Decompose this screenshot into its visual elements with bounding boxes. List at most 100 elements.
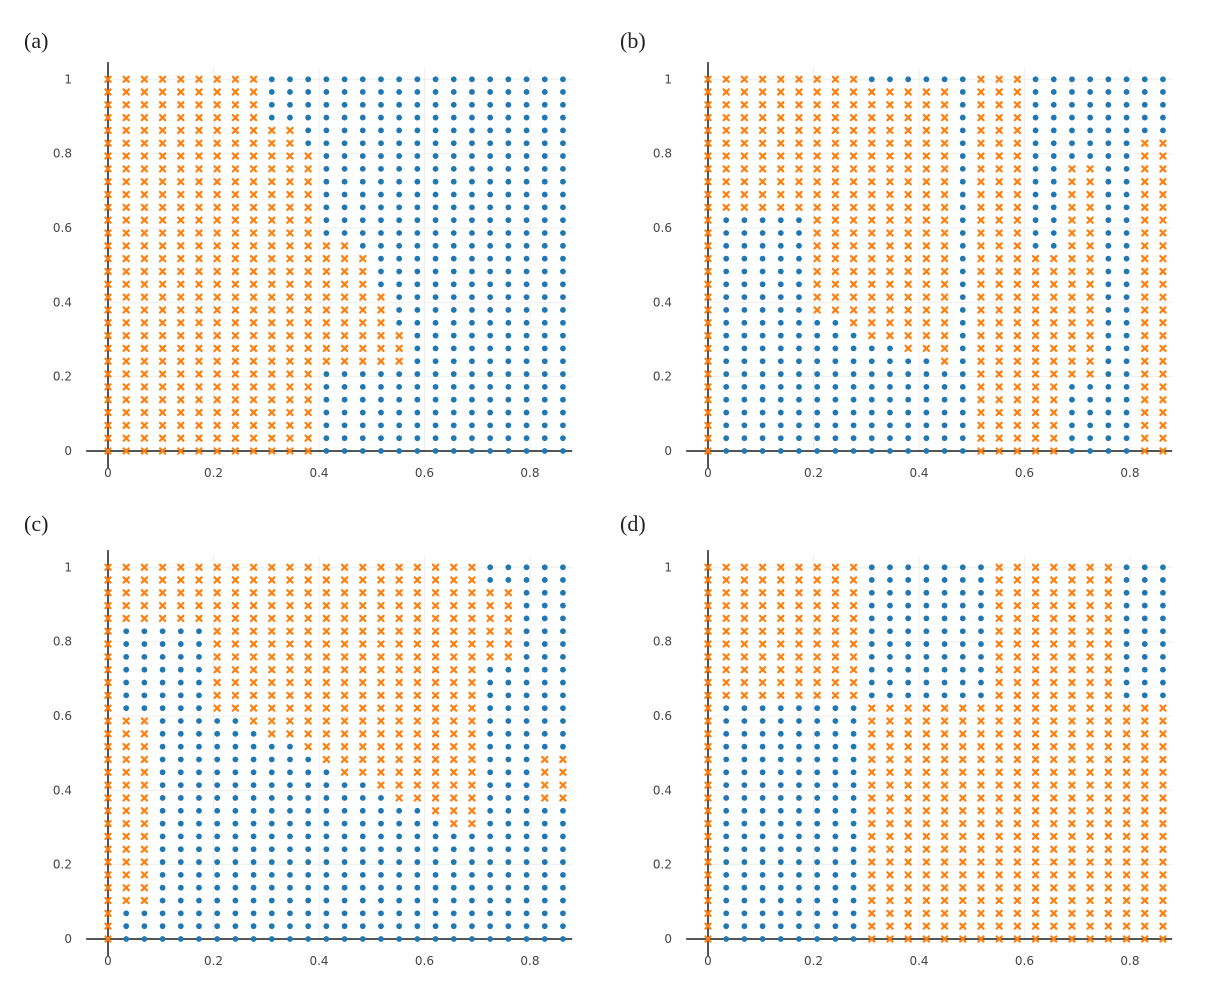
point-circle xyxy=(487,371,494,377)
point-circle xyxy=(250,769,257,776)
point-circle xyxy=(850,923,857,930)
point-cross xyxy=(104,280,112,288)
point-cross xyxy=(104,845,112,853)
point-circle xyxy=(796,705,802,712)
point-cross xyxy=(904,152,912,160)
point-cross xyxy=(813,653,821,661)
point-circle xyxy=(359,936,366,942)
point-cross xyxy=(868,717,876,725)
point-circle xyxy=(796,859,802,865)
point-cross xyxy=(886,293,894,301)
point-cross xyxy=(122,165,130,173)
point-circle xyxy=(396,820,403,827)
point-circle xyxy=(287,89,293,95)
point-circle xyxy=(159,641,166,647)
point-cross xyxy=(813,601,821,610)
point-circle xyxy=(560,577,566,583)
point-cross xyxy=(450,730,458,738)
point-circle xyxy=(1105,114,1112,121)
point-cross xyxy=(1013,858,1022,866)
point-cross xyxy=(1141,742,1149,751)
point-cross xyxy=(340,563,349,572)
point-circle xyxy=(432,435,439,442)
point-cross xyxy=(286,370,294,378)
point-cross xyxy=(468,755,476,764)
point-circle xyxy=(541,871,548,878)
point-cross xyxy=(995,216,1003,224)
point-circle xyxy=(1069,101,1075,108)
point-circle xyxy=(1032,153,1039,159)
point-cross xyxy=(122,755,130,764)
point-cross xyxy=(904,742,912,751)
point-circle xyxy=(723,435,730,442)
point-circle xyxy=(923,448,930,454)
point-circle xyxy=(959,319,966,326)
point-cross xyxy=(795,178,803,186)
point-cross xyxy=(1031,653,1040,661)
point-cross xyxy=(940,126,949,135)
point-circle xyxy=(1032,114,1039,121)
point-cross xyxy=(140,447,149,455)
point-circle xyxy=(959,281,966,288)
point-cross xyxy=(722,126,730,135)
point-cross xyxy=(831,691,840,700)
point-circle xyxy=(450,833,457,840)
point-cross xyxy=(395,794,403,802)
point-cross xyxy=(322,691,331,700)
point-circle xyxy=(359,114,366,121)
point-cross xyxy=(940,717,949,725)
point-circle xyxy=(396,448,403,454)
point-circle xyxy=(469,191,475,198)
point-cross xyxy=(450,691,458,700)
point-cross xyxy=(140,717,149,725)
point-cross xyxy=(359,306,367,314)
point-cross xyxy=(795,165,803,173)
point-cross xyxy=(704,858,712,866)
point-cross xyxy=(922,254,931,263)
point-cross xyxy=(158,242,167,250)
point-cross xyxy=(995,871,1003,879)
point-cross xyxy=(322,704,331,712)
point-circle xyxy=(1050,114,1057,121)
point-cross xyxy=(468,819,476,828)
point-circle xyxy=(1069,422,1075,429)
point-circle xyxy=(432,127,439,134)
point-circle xyxy=(1123,577,1130,583)
point-cross xyxy=(940,896,949,905)
point-cross xyxy=(158,216,167,224)
point-cross xyxy=(704,216,712,224)
point-cross xyxy=(977,845,985,853)
point-cross xyxy=(1031,832,1040,841)
point-cross xyxy=(431,666,440,674)
point-cross xyxy=(849,88,858,96)
point-cross xyxy=(904,909,912,918)
point-circle xyxy=(523,589,530,596)
point-circle xyxy=(177,679,184,686)
point-cross xyxy=(140,113,149,122)
y-tick-label: 0.6 xyxy=(53,221,72,235)
point-circle xyxy=(796,396,802,403)
point-circle xyxy=(832,435,839,442)
point-cross xyxy=(1031,563,1040,572)
point-cross xyxy=(413,794,422,802)
point-circle xyxy=(523,807,530,814)
point-cross xyxy=(104,601,112,610)
point-circle xyxy=(341,448,348,454)
point-circle xyxy=(141,628,148,635)
point-circle xyxy=(523,769,530,776)
point-cross xyxy=(268,717,276,725)
point-cross xyxy=(268,666,276,674)
x-tick-label: 0.6 xyxy=(415,466,434,480)
point-cross xyxy=(1031,666,1040,674)
point-cross xyxy=(195,293,203,301)
point-cross xyxy=(886,190,894,199)
point-circle xyxy=(450,319,457,326)
point-cross xyxy=(104,383,112,391)
point-cross xyxy=(195,88,203,96)
point-cross xyxy=(1104,666,1113,674)
point-circle xyxy=(759,718,766,724)
point-cross xyxy=(249,717,258,725)
point-cross xyxy=(541,794,549,802)
point-circle xyxy=(905,448,912,454)
point-circle xyxy=(1123,268,1130,275)
